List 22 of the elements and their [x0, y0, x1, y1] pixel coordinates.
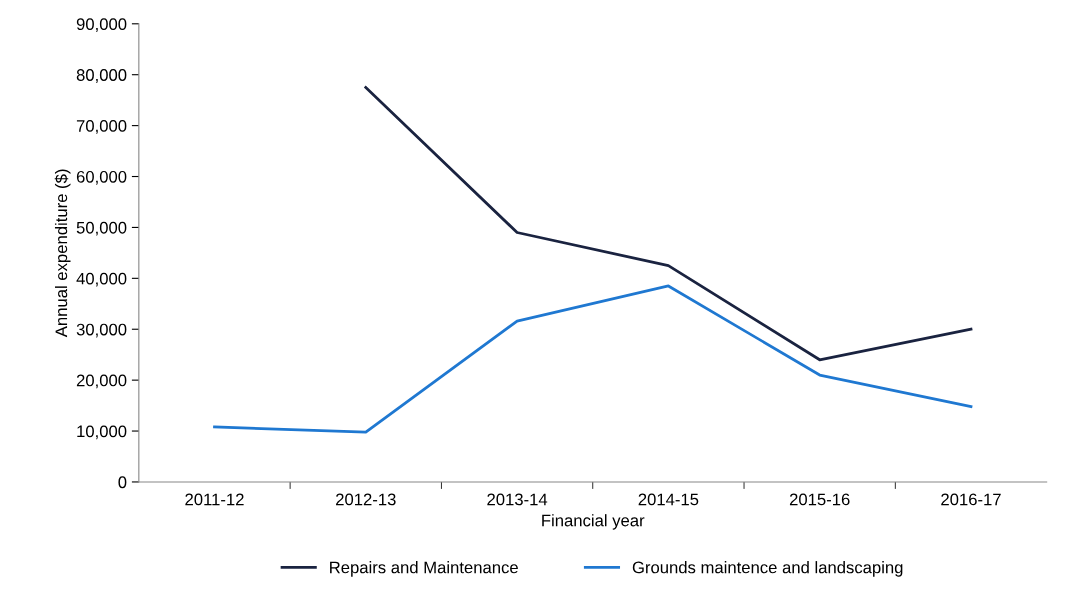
legend-label: Grounds maintence and landscaping	[632, 561, 903, 577]
y-tick-label: 20,000	[76, 374, 127, 389]
y-tick-label: 60,000	[76, 170, 127, 185]
y-tick-label: 50,000	[76, 221, 127, 236]
x-tick-label: 2012-13	[336, 493, 396, 506]
x-tick-label: 2014-15	[638, 493, 699, 506]
y-tick-label: 0	[118, 476, 127, 489]
y-tick-label: 70,000	[76, 120, 127, 134]
x-axis-title: Financial year	[542, 514, 645, 530]
y-tick-label: 30,000	[76, 323, 127, 338]
y-tick-label: 90,000	[76, 18, 127, 32]
x-tick-label: 2011-12	[185, 493, 244, 506]
y-axis-title: Annual expenditure ($)	[54, 169, 71, 338]
line-series	[364, 86, 973, 362]
legend-label: Repairs and Maintenance	[330, 561, 518, 577]
x-tick-label: 2015-16	[789, 493, 850, 506]
x-tick-label: 2016-17	[941, 493, 1001, 506]
y-tick-label: 80,000	[76, 69, 127, 83]
y-tick-label: 10,000	[77, 425, 127, 440]
x-tick-label: 2013-14	[487, 493, 548, 506]
y-tick-label: 40,000	[76, 272, 127, 287]
line-series	[213, 284, 973, 434]
